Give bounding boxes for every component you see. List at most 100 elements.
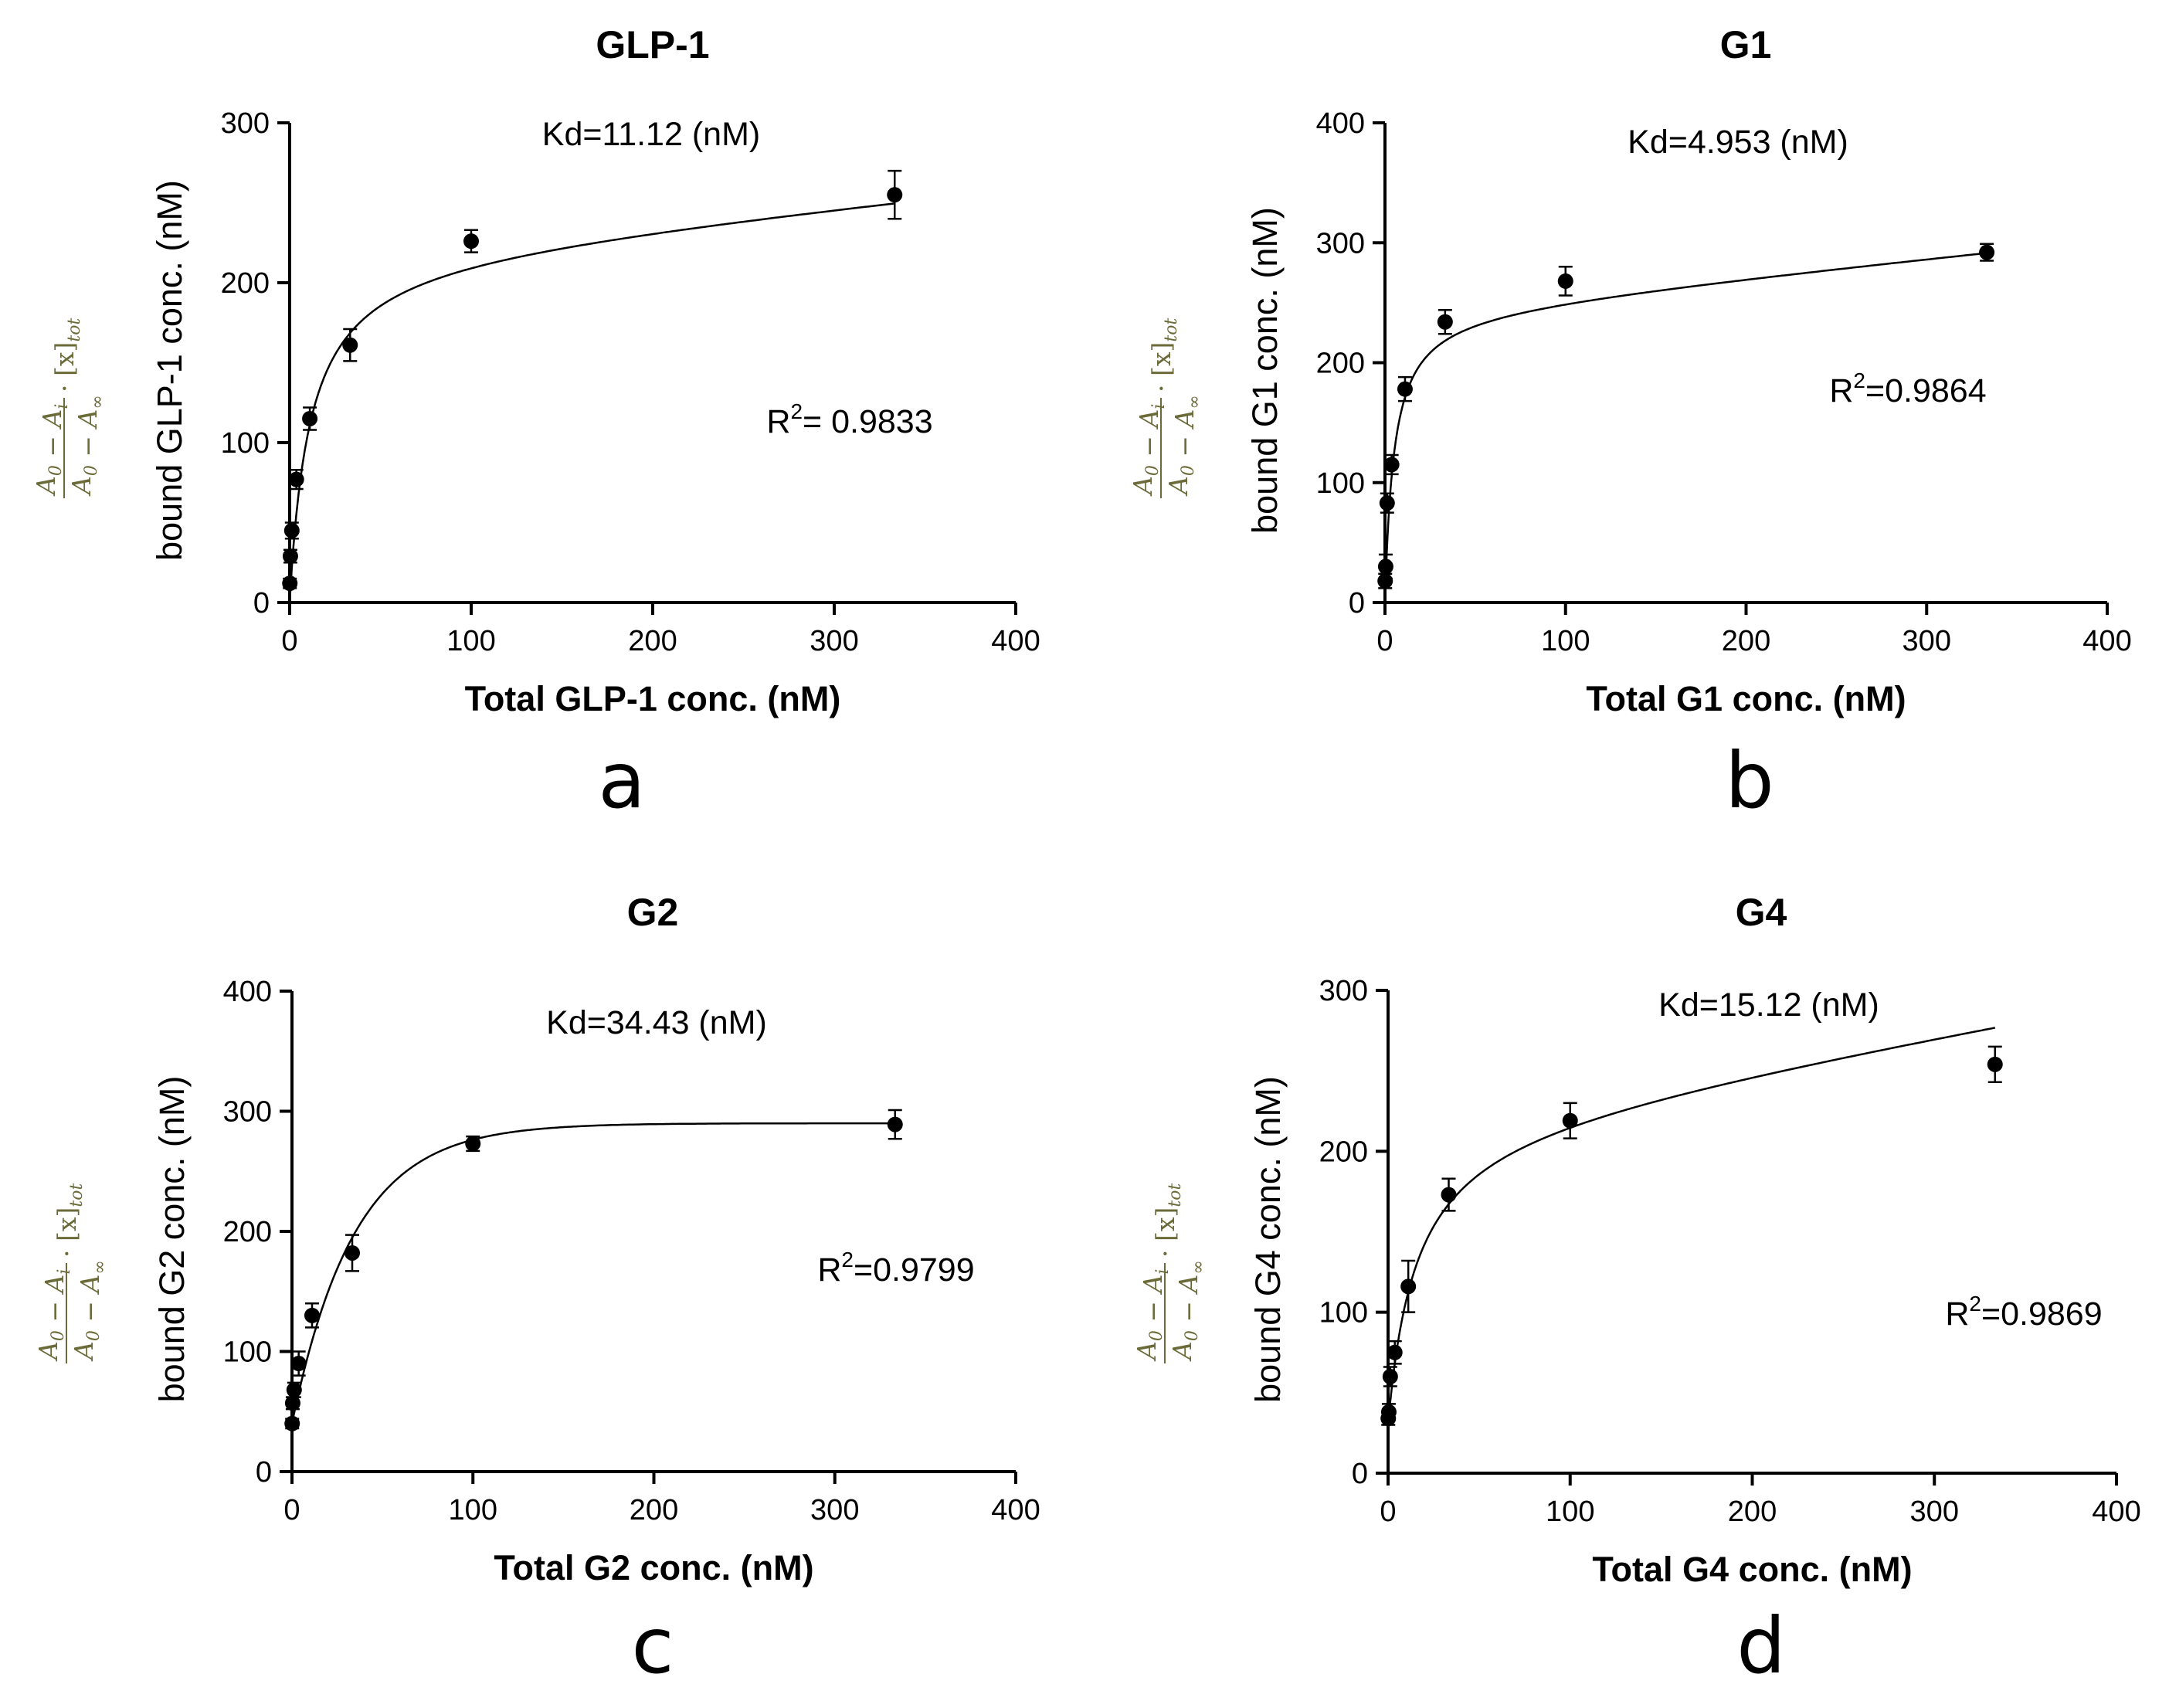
x-tick-label: 0 [283,1494,300,1526]
x-tick-label: 100 [446,625,495,657]
y-tick-label: 100 [1319,1297,1368,1329]
formula-numerator: A0 − Ai [33,1269,74,1362]
data-point [345,1244,361,1261]
x-axis-label: Total G2 conc. (nM) [494,1548,813,1587]
formula-concentration: · [x]tot [1150,1183,1185,1258]
y-tick-label: 0 [256,1456,272,1489]
data-point [1441,1187,1457,1203]
data-point [288,471,304,487]
panel-d: G4 0 100 200 300 400 0 100 200 300 Total G4 conc. … [1132,891,2141,1691]
x-tick-label: 0 [1380,1496,1396,1528]
panel-c: G2 0 100 200 300 400 0 100 200 300 400 Total G2 con… [33,891,1040,1691]
x-tick-label: 400 [991,1494,1040,1526]
y-axis-label: bound G2 conc. (nM) [152,1076,192,1403]
y-tick-label: 0 [1349,587,1365,620]
x-tick-label: 200 [630,1494,678,1526]
data-point [284,1395,300,1411]
x-tick-label: 100 [449,1494,497,1526]
data-point [284,1415,300,1431]
chart-title: GLP-1 [596,23,709,66]
x-tick-label: 200 [628,625,677,657]
formula-denominator: A0 − A∞ [1163,395,1204,497]
panel-label: d [1736,1601,1785,1691]
y-tick-label: 300 [1319,975,1368,1007]
data-point [286,1382,302,1398]
y-tick-label: 200 [1319,1136,1368,1168]
data-point [1557,273,1573,289]
data-point [1437,314,1453,330]
data-point [1379,495,1395,511]
fit-curve [1383,252,1987,603]
x-axis-label: Total G4 conc. (nM) [1592,1550,1912,1589]
kd-annotation: Kd=11.12 (nM) [542,116,760,153]
kd-annotation: Kd=15.12 (nM) [1658,986,1879,1024]
data-point [1377,573,1393,589]
y-tick-label: 400 [223,976,272,1008]
data-point [1377,559,1393,575]
x-tick-label: 100 [1541,625,1590,657]
data-point [1397,381,1413,397]
data-point [1987,1056,2003,1072]
data-point [283,522,300,538]
formula-concentration: · [x]tot [49,318,84,392]
x-tick-label: 200 [1728,1496,1777,1528]
x-tick-label: 400 [991,625,1040,657]
y-tick-label: 100 [1316,467,1365,500]
data-point [1383,457,1400,473]
formula-denominator: A0 − A∞ [66,395,107,497]
x-tick-label: 300 [1903,625,1951,657]
y-axis-label: bound GLP-1 conc. (nM) [150,180,189,561]
data-point [304,1307,321,1323]
x-tick-label: 0 [1376,625,1393,657]
data-point [887,1116,903,1132]
y-axis-label: bound G4 conc. (nM) [1248,1076,1288,1403]
data-point [1562,1112,1578,1129]
chart-title: G2 [627,891,679,934]
formula-numerator: A0 − Ai [1132,1269,1173,1362]
kd-annotation: Kd=4.953 (nM) [1628,124,1848,161]
y-tick-label: 200 [1316,348,1365,380]
y-tick-label: 300 [221,107,270,140]
y-tick-label: 100 [223,1336,272,1369]
formula-denominator: A0 − A∞ [69,1260,110,1362]
data-point [463,233,479,250]
fit-curve [1387,1027,1996,1425]
r-squared-annotation: R2= 0.9833 [766,399,932,440]
formula-denominator: A0 − A∞ [1167,1260,1208,1362]
y-tick-label: 200 [221,267,270,300]
chart-title: G4 [1736,891,1787,934]
formula-concentration: · [x]tot [1146,318,1181,392]
kd-annotation: Kd=34.43 (nM) [546,1004,767,1041]
y-tick-label: 100 [221,427,270,460]
data-point [290,1356,307,1372]
formula-numerator: A0 − Ai [1128,404,1169,497]
data-point [1380,1404,1397,1420]
x-tick-label: 0 [281,625,297,657]
data-point [1979,244,1995,260]
panel-label: a [598,735,645,826]
data-point [282,576,298,592]
data-point [282,548,298,564]
y-tick-label: 300 [1316,227,1365,260]
panel-label: c [632,1601,674,1691]
panel-b: G1 0 100 200 300 400 0 100 200 300 400 Total G1 con… [1128,23,2132,826]
r-squared-annotation: R2=0.9869 [1945,1292,2102,1333]
x-axis-label: Total G1 conc. (nM) [1586,679,1906,718]
y-tick-label: 200 [223,1216,272,1248]
data-point [1400,1278,1417,1295]
formula-concentration: · [x]tot [52,1183,87,1258]
y-tick-label: 0 [1352,1458,1368,1490]
y-tick-label: 400 [1316,107,1365,140]
data-point [1387,1344,1403,1360]
x-tick-label: 400 [2092,1496,2140,1528]
data-point [1382,1369,1398,1384]
x-tick-label: 300 [810,625,858,657]
formula-numerator: A0 − Ai [31,404,72,497]
data-point [887,187,903,203]
r-squared-annotation: R2=0.9864 [1829,368,1986,409]
